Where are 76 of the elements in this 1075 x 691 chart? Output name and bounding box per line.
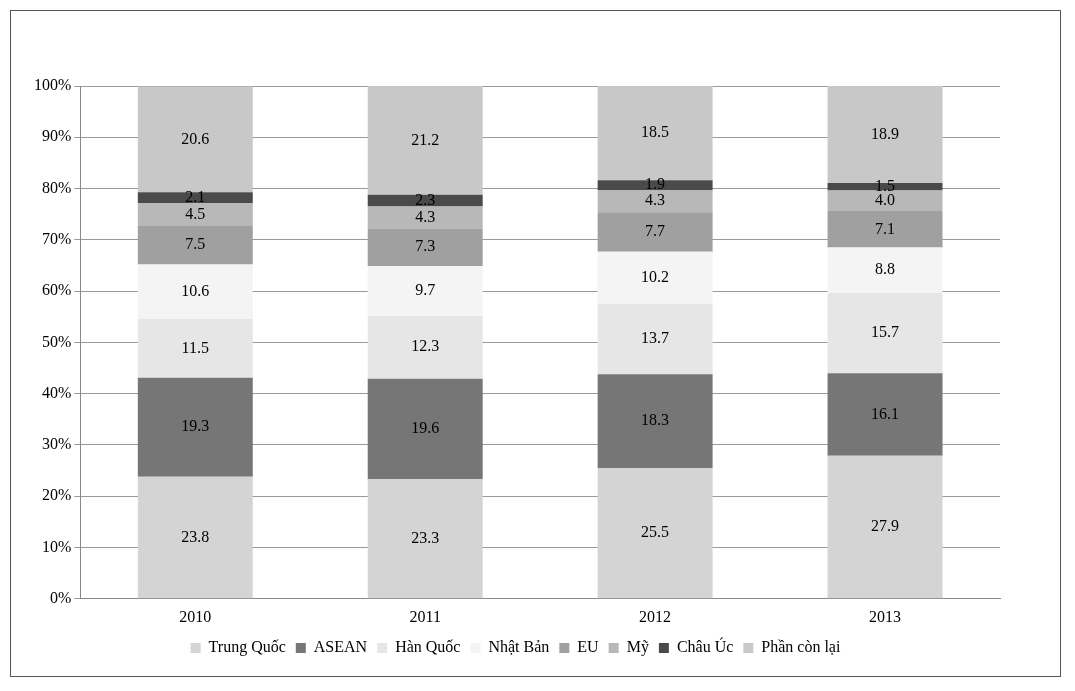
data-label: 4.5	[185, 204, 206, 222]
y-tick-label: 10%	[42, 537, 72, 555]
data-label: 7.7	[645, 222, 666, 240]
data-label: 25.5	[641, 523, 670, 541]
data-label: 8.8	[875, 260, 896, 278]
bar	[367, 194, 483, 207]
data-label: 16.1	[871, 404, 900, 422]
data-label: 13.7	[641, 329, 670, 347]
data-label: 4.0	[875, 191, 896, 209]
data-label: 12.3	[411, 337, 440, 355]
bar	[137, 377, 253, 477]
x-tick-label: 2012	[639, 607, 672, 625]
bar	[597, 374, 713, 469]
legend-label: EU	[577, 638, 600, 656]
bar	[367, 315, 483, 379]
bar	[137, 202, 253, 226]
bar	[597, 468, 713, 599]
data-label: 27.9	[871, 517, 900, 535]
data-label: 10.2	[641, 267, 670, 285]
legend-label: ASEAN	[313, 638, 368, 656]
y-tick-label: 60%	[42, 281, 72, 299]
legend-label: Mỹ	[626, 638, 649, 657]
data-label: 7.1	[875, 219, 896, 237]
bar	[827, 292, 943, 374]
bar	[827, 455, 943, 599]
data-label: 4.3	[415, 207, 436, 225]
bar	[597, 190, 713, 213]
data-label: 20.6	[181, 129, 210, 147]
y-tick-label: 80%	[42, 178, 72, 196]
bar	[597, 251, 713, 304]
x-tick-label: 2013	[869, 607, 902, 625]
data-label: 18.5	[641, 123, 670, 141]
legend-label: Phần còn lại	[761, 638, 841, 656]
bar	[827, 190, 943, 212]
bar	[137, 476, 253, 599]
y-tick-label: 90%	[42, 127, 72, 145]
bar	[367, 265, 483, 316]
bar	[597, 180, 713, 191]
bar	[827, 373, 943, 456]
y-tick-label: 30%	[42, 435, 72, 453]
data-label: 10.6	[181, 281, 210, 299]
bar	[367, 206, 483, 229]
bar	[137, 264, 253, 319]
data-label: 4.3	[645, 191, 666, 209]
bar	[597, 303, 713, 375]
data-label: 18.3	[641, 411, 670, 429]
legend-label: Hàn Quốc	[395, 638, 461, 656]
bar	[367, 86, 483, 195]
legend-label: Trung Quốc	[208, 638, 286, 657]
y-tick-label: 0%	[50, 589, 72, 606]
legend-label: Nhật Bản	[488, 638, 550, 656]
x-tick-label: 2010	[179, 607, 212, 625]
y-tick-label: 50%	[42, 332, 72, 350]
bar	[137, 318, 253, 378]
data-label: 23.8	[181, 527, 210, 545]
y-tick-label: 100%	[34, 76, 72, 94]
y-tick-label: 40%	[42, 383, 72, 401]
data-label: 15.7	[871, 323, 900, 341]
y-tick-label: 70%	[42, 230, 72, 248]
data-label: 23.3	[411, 529, 440, 547]
data-label: 19.6	[411, 419, 440, 437]
legend-label: Châu Úc	[676, 637, 734, 656]
x-tick-label: 2011	[409, 607, 441, 625]
data-label: 9.7	[415, 281, 436, 299]
bar	[137, 86, 253, 193]
bar	[367, 479, 483, 599]
bar	[827, 247, 943, 293]
y-tick-label: 20%	[42, 486, 72, 504]
bar	[137, 192, 253, 203]
data-label: 7.5	[185, 235, 206, 253]
data-label: 11.5	[181, 338, 209, 356]
data-label: 7.3	[415, 237, 436, 255]
data-label: 21.2	[411, 130, 440, 148]
bar	[367, 378, 483, 480]
data-label: 19.3	[181, 417, 210, 435]
data-label: 18.9	[871, 124, 900, 142]
